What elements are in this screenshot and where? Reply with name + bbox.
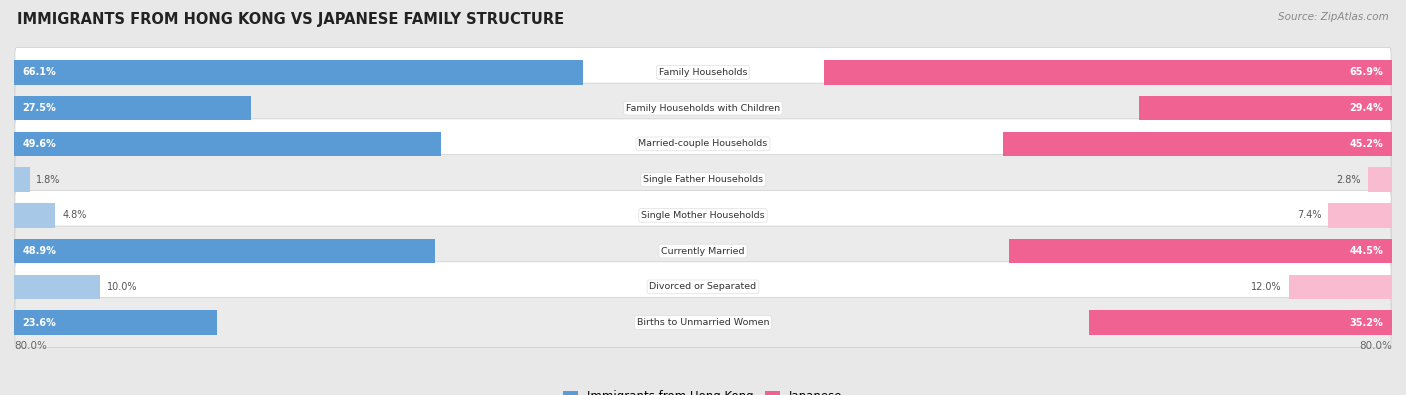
Text: Family Households with Children: Family Households with Children xyxy=(626,103,780,113)
Text: 80.0%: 80.0% xyxy=(14,341,46,351)
Text: Currently Married: Currently Married xyxy=(661,246,745,256)
Text: 1.8%: 1.8% xyxy=(37,175,60,184)
Text: Divorced or Separated: Divorced or Separated xyxy=(650,282,756,292)
Bar xyxy=(1088,310,1392,335)
Text: 2.8%: 2.8% xyxy=(1337,175,1361,184)
Bar xyxy=(824,60,1392,85)
Text: 29.4%: 29.4% xyxy=(1350,103,1384,113)
Bar xyxy=(14,239,436,263)
FancyBboxPatch shape xyxy=(15,262,1391,312)
Text: 23.6%: 23.6% xyxy=(22,318,56,327)
Bar xyxy=(14,132,441,156)
Text: 65.9%: 65.9% xyxy=(1350,68,1384,77)
Text: 44.5%: 44.5% xyxy=(1350,246,1384,256)
Legend: Immigrants from Hong Kong, Japanese: Immigrants from Hong Kong, Japanese xyxy=(558,385,848,395)
Bar xyxy=(14,275,100,299)
Text: 27.5%: 27.5% xyxy=(22,103,56,113)
Text: 66.1%: 66.1% xyxy=(22,68,56,77)
FancyBboxPatch shape xyxy=(15,190,1391,241)
FancyBboxPatch shape xyxy=(15,226,1391,276)
Bar xyxy=(14,203,55,228)
Bar xyxy=(1002,132,1392,156)
FancyBboxPatch shape xyxy=(15,297,1391,348)
FancyBboxPatch shape xyxy=(15,47,1391,98)
FancyBboxPatch shape xyxy=(15,154,1391,205)
Bar xyxy=(1008,239,1392,263)
Text: IMMIGRANTS FROM HONG KONG VS JAPANESE FAMILY STRUCTURE: IMMIGRANTS FROM HONG KONG VS JAPANESE FA… xyxy=(17,12,564,27)
Text: 45.2%: 45.2% xyxy=(1350,139,1384,149)
Text: Source: ZipAtlas.com: Source: ZipAtlas.com xyxy=(1278,12,1389,22)
Text: 7.4%: 7.4% xyxy=(1296,211,1322,220)
Bar xyxy=(14,310,218,335)
Bar xyxy=(1139,96,1392,120)
Text: 4.8%: 4.8% xyxy=(62,211,87,220)
Text: 35.2%: 35.2% xyxy=(1350,318,1384,327)
Bar xyxy=(1329,203,1392,228)
Bar xyxy=(14,96,250,120)
FancyBboxPatch shape xyxy=(15,83,1391,133)
Bar xyxy=(14,167,30,192)
Text: 10.0%: 10.0% xyxy=(107,282,138,292)
Text: Single Mother Households: Single Mother Households xyxy=(641,211,765,220)
Text: Single Father Households: Single Father Households xyxy=(643,175,763,184)
Text: 49.6%: 49.6% xyxy=(22,139,56,149)
Text: Births to Unmarried Women: Births to Unmarried Women xyxy=(637,318,769,327)
Text: 12.0%: 12.0% xyxy=(1251,282,1282,292)
Bar xyxy=(1368,167,1392,192)
Text: 80.0%: 80.0% xyxy=(1360,341,1392,351)
Text: 48.9%: 48.9% xyxy=(22,246,56,256)
FancyBboxPatch shape xyxy=(15,119,1391,169)
Text: Family Households: Family Households xyxy=(659,68,747,77)
Bar xyxy=(1289,275,1392,299)
Bar xyxy=(14,60,583,85)
Text: Married-couple Households: Married-couple Households xyxy=(638,139,768,149)
